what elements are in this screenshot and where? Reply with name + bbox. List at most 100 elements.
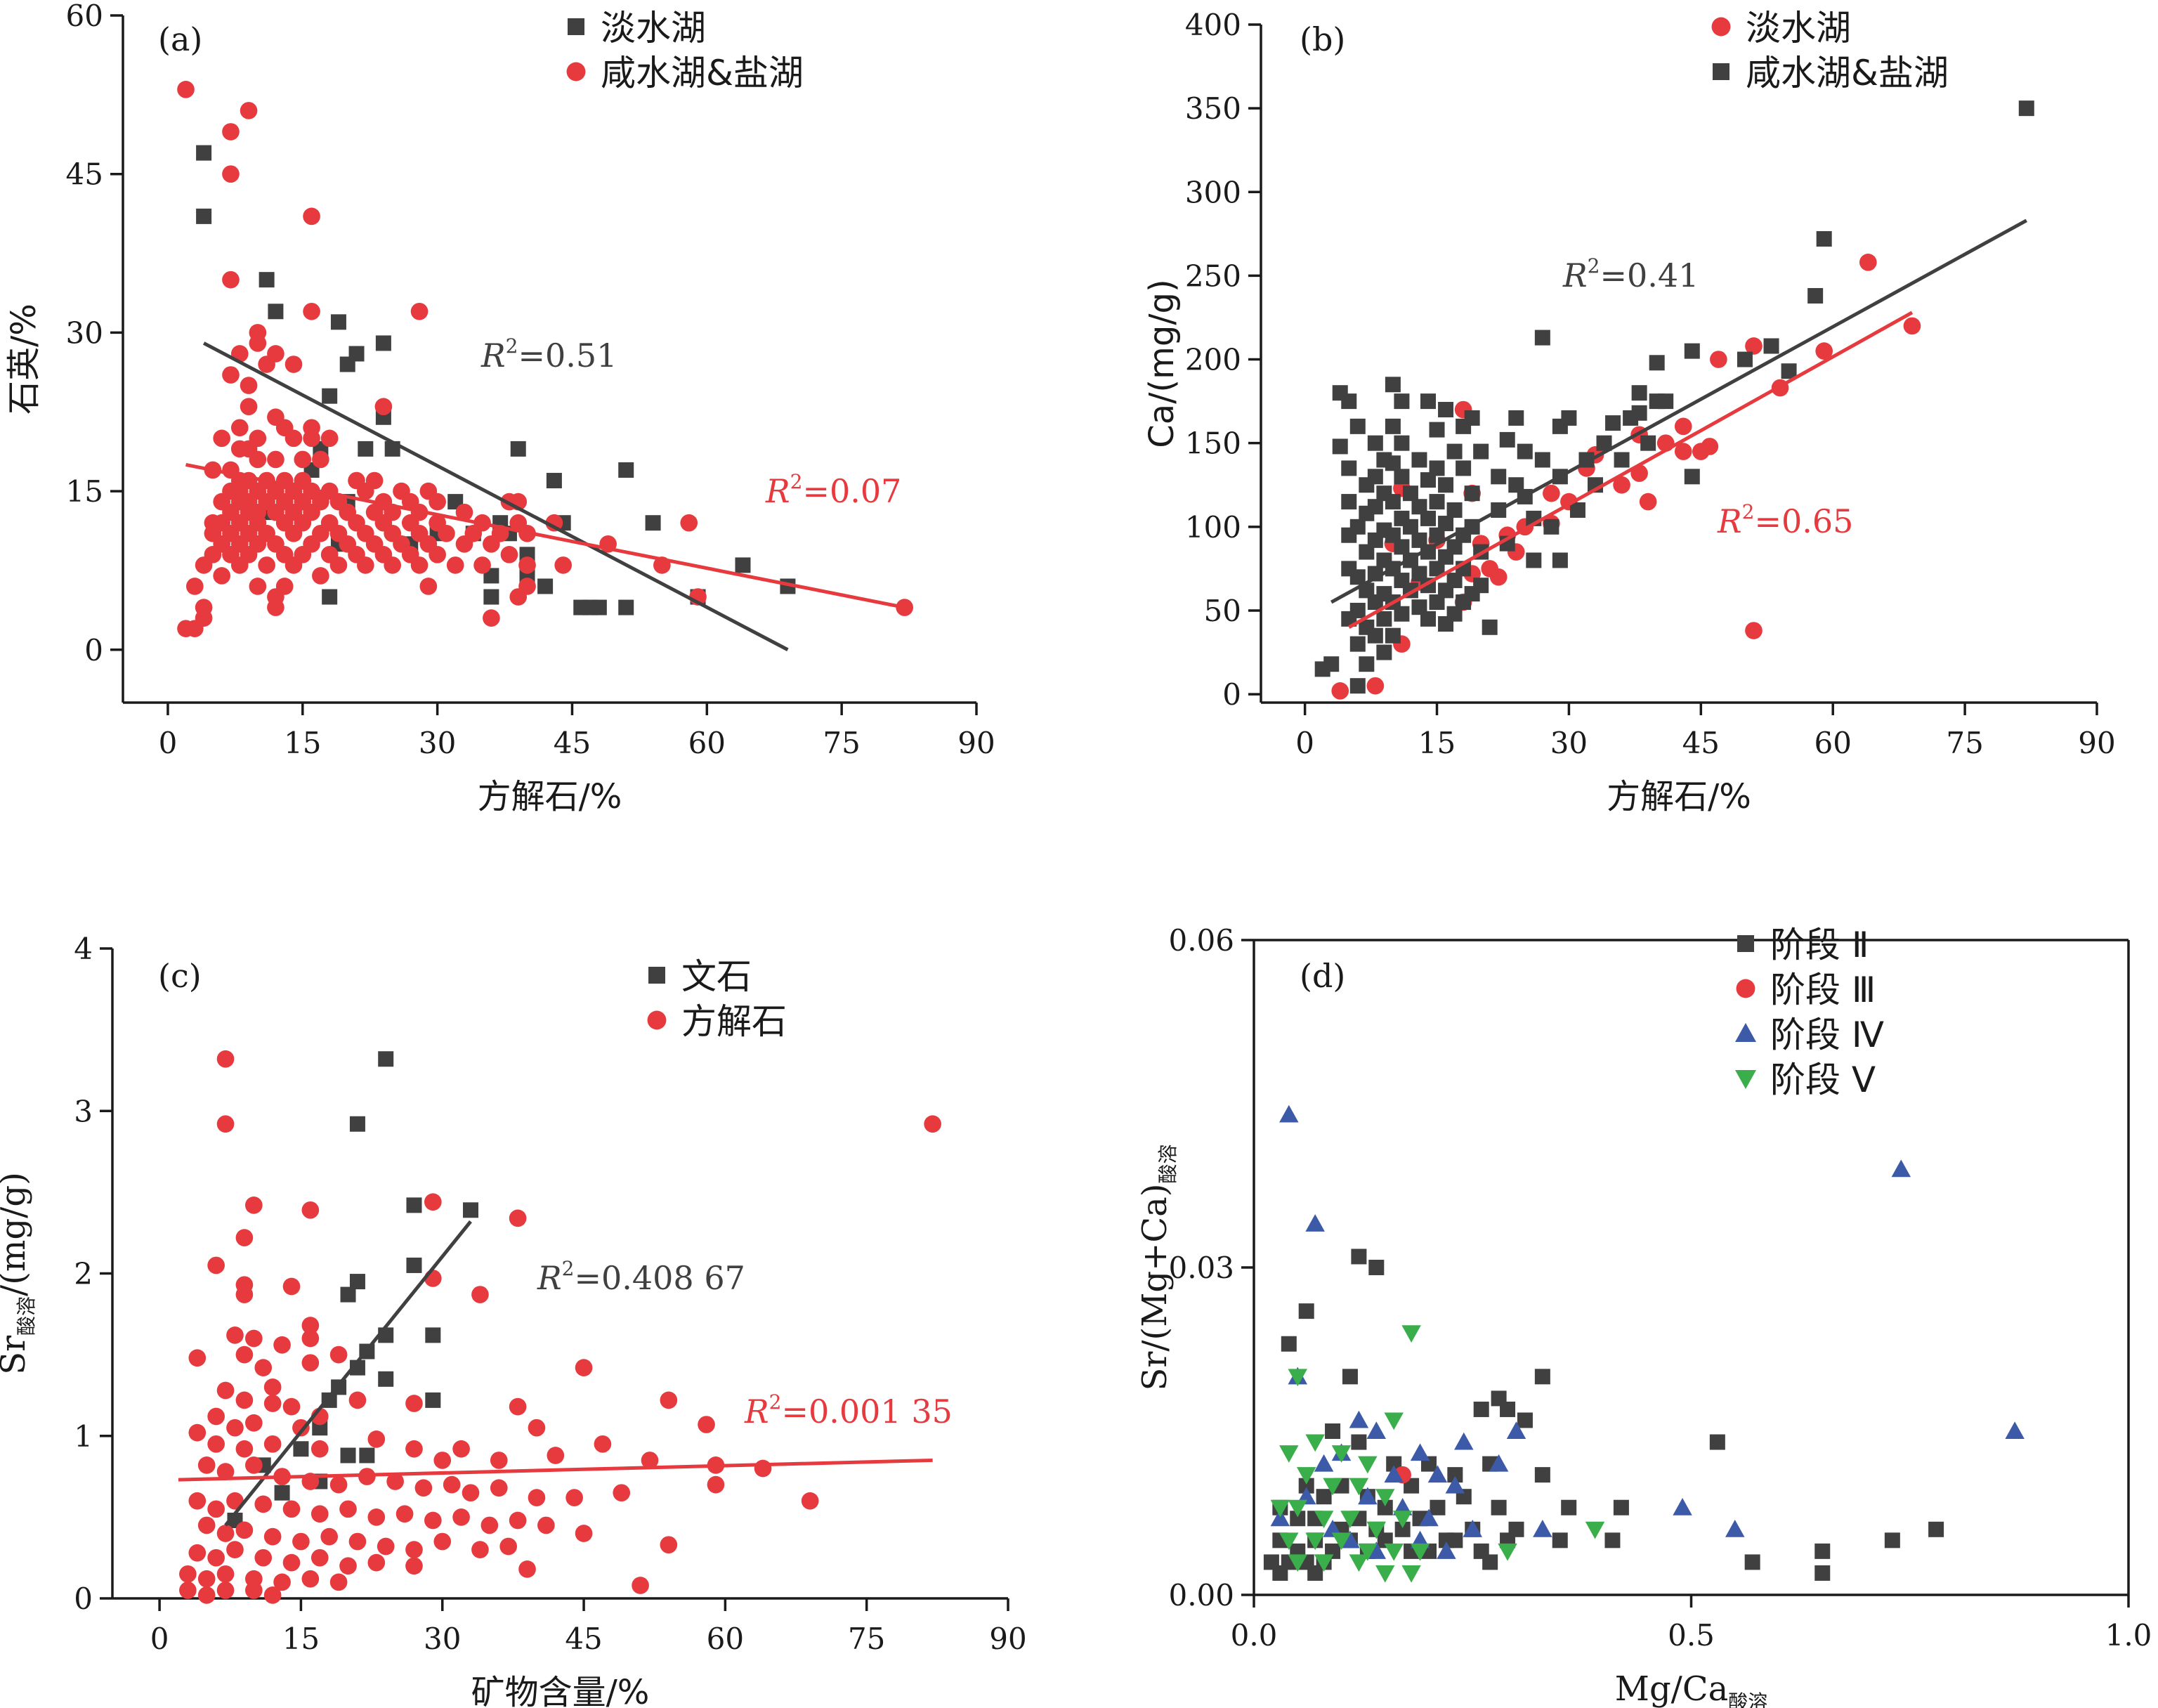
- data-point: [1430, 1499, 1446, 1515]
- data-point: [1454, 1432, 1474, 1450]
- data-point: [1384, 1465, 1404, 1483]
- data-point: [1517, 443, 1533, 459]
- data-point: [322, 589, 338, 605]
- data-point: [1482, 1554, 1498, 1570]
- data-point: [473, 556, 491, 574]
- data-point: [258, 556, 275, 574]
- data-point: [1402, 519, 1418, 535]
- data-point: [1394, 435, 1410, 451]
- y-axis-label: Sr酸溶/(mg/g): [0, 1172, 38, 1375]
- data-point: [433, 1452, 452, 1469]
- data-point: [405, 1440, 423, 1458]
- data-point: [348, 1391, 367, 1409]
- data-point: [1279, 1445, 1299, 1463]
- data-point: [1411, 499, 1427, 515]
- data-point: [1298, 1478, 1314, 1494]
- data-point: [518, 1560, 536, 1578]
- data-point: [301, 1317, 320, 1334]
- x-axis-label: 方解石/%: [478, 777, 622, 816]
- data-point: [410, 302, 429, 320]
- data-point: [378, 1051, 394, 1067]
- data-point: [301, 1329, 320, 1348]
- data-point: [1420, 393, 1436, 410]
- data-point: [267, 599, 285, 616]
- data-point: [249, 334, 267, 352]
- data-point: [1385, 455, 1401, 471]
- x-tick-label: 15: [282, 1622, 320, 1656]
- data-point: [1508, 410, 1524, 426]
- data-point: [1392, 1511, 1413, 1529]
- data-point: [455, 503, 473, 521]
- data-point: [1366, 1541, 1387, 1559]
- data-point: [310, 1549, 329, 1567]
- data-point: [374, 398, 393, 416]
- y-tick-label: 200: [1185, 343, 1241, 377]
- x-tick-label: 90: [957, 726, 995, 760]
- data-point: [1351, 1249, 1367, 1265]
- data-point: [1438, 402, 1454, 418]
- legend-entry: 阶段 Ⅲ: [1770, 970, 1876, 1010]
- x-tick-label: 0.0: [1231, 1618, 1278, 1652]
- data-point: [405, 1541, 423, 1558]
- data-point: [375, 335, 391, 351]
- data-point: [196, 145, 212, 161]
- data-point: [1814, 1565, 1831, 1581]
- data-point: [384, 556, 402, 574]
- data-point: [310, 1440, 329, 1458]
- data-point: [1884, 1532, 1900, 1549]
- x-tick-label: 15: [1418, 726, 1456, 760]
- data-point: [1456, 460, 1472, 476]
- data-point: [1349, 602, 1366, 618]
- data-point: [618, 599, 634, 615]
- data-point: [1534, 452, 1550, 468]
- data-point: [518, 556, 536, 574]
- data-point: [518, 578, 536, 595]
- data-point: [329, 1573, 348, 1591]
- data-point: [240, 377, 258, 394]
- data-point: [1464, 485, 1480, 502]
- data-point: [509, 1397, 527, 1416]
- data-point: [1401, 1565, 1421, 1583]
- data-point: [1288, 1499, 1307, 1518]
- data-point: [197, 1570, 216, 1588]
- data-point: [222, 123, 240, 141]
- data-point: [1349, 1554, 1369, 1572]
- data-point: [1288, 1554, 1307, 1572]
- data-point: [1463, 1520, 1482, 1537]
- x-tick-label: 0: [159, 726, 178, 760]
- data-point: [1673, 1497, 1692, 1515]
- legend-marker: [1736, 979, 1755, 998]
- data-point: [924, 1115, 941, 1133]
- data-point: [425, 1392, 441, 1408]
- data-point: [293, 1441, 309, 1457]
- data-point: [1331, 682, 1349, 700]
- data-point: [452, 1440, 470, 1458]
- x-tick-label: 0: [150, 1622, 169, 1656]
- data-point: [1552, 1532, 1568, 1549]
- data-point: [230, 419, 249, 437]
- data-point: [301, 1570, 320, 1588]
- data-point: [235, 1229, 254, 1246]
- r-squared-label: R2=0.001 35: [744, 1390, 953, 1430]
- data-point: [1427, 1465, 1448, 1483]
- data-point: [1367, 499, 1383, 515]
- data-point: [735, 557, 751, 573]
- legend-entry: 咸水湖&盐湖: [601, 53, 804, 93]
- data-point: [282, 1500, 301, 1518]
- data-point: [177, 81, 195, 98]
- data-point: [1569, 502, 1585, 518]
- data-point: [207, 1435, 225, 1453]
- y-tick-label: 2: [74, 1257, 93, 1291]
- trendline: [224, 1220, 472, 1527]
- legend-entry: 淡水湖: [1746, 8, 1851, 48]
- data-point: [1367, 435, 1383, 451]
- data-point: [1385, 377, 1401, 393]
- data-point: [698, 1416, 715, 1433]
- data-point: [1744, 1554, 1760, 1570]
- data-point: [1446, 443, 1463, 459]
- data-point: [1445, 1475, 1465, 1494]
- data-point: [216, 1525, 235, 1542]
- data-point: [471, 1541, 489, 1558]
- x-tick-label: 60: [688, 726, 726, 760]
